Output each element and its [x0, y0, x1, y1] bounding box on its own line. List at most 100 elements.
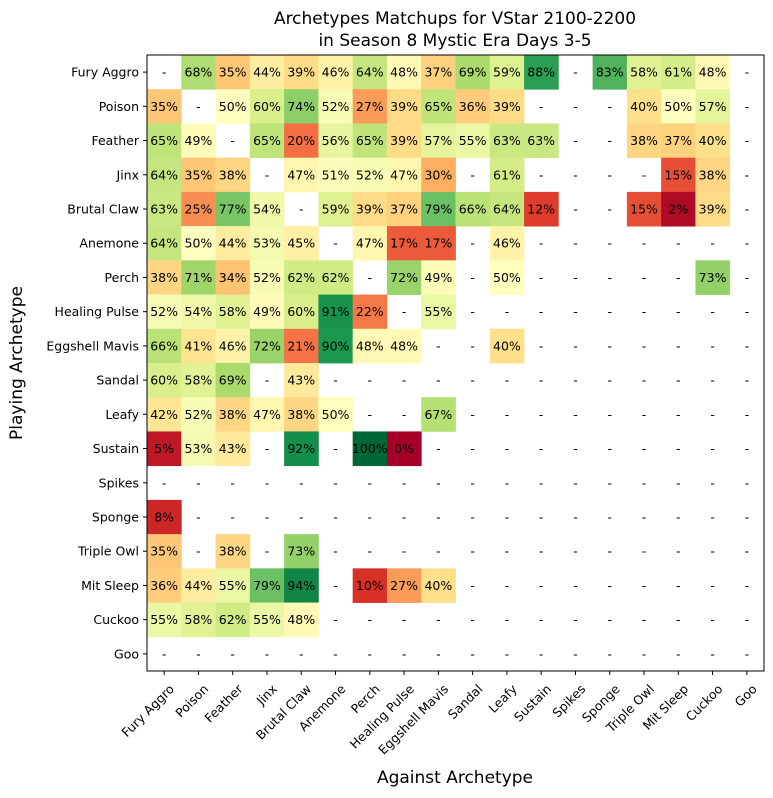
- heatmap-cell: [489, 260, 525, 295]
- cell-value-label: -: [333, 646, 338, 661]
- cell-value-label: -: [333, 612, 338, 627]
- heatmap-cell: [215, 157, 251, 193]
- cell-value-label: 72%: [253, 338, 281, 353]
- cell-value-label: -: [745, 167, 750, 182]
- cell-value-label: 44%: [253, 65, 281, 80]
- cell-value-label: 64%: [150, 167, 178, 182]
- heatmap-cell: [352, 294, 388, 330]
- cell-value-label: 38%: [150, 270, 178, 285]
- heatmap-cell: [215, 89, 251, 124]
- cell-value-label: 44%: [219, 236, 247, 251]
- heatmap-cell: [284, 226, 319, 261]
- cell-value-label: 79%: [253, 578, 281, 593]
- cell-value-label: 43%: [287, 373, 315, 388]
- cell-value-label: -: [573, 407, 578, 422]
- cell-value-label: -: [607, 133, 612, 148]
- cell-value-label: -: [436, 441, 441, 456]
- cell-value-label: -: [745, 338, 750, 353]
- cell-value-label: 17%: [390, 236, 418, 251]
- cell-value-label: -: [299, 202, 304, 217]
- heatmap-cell: [318, 89, 354, 124]
- cell-value-label: 39%: [390, 99, 418, 114]
- cell-value-label: -: [710, 373, 715, 388]
- cell-value-label: 48%: [287, 612, 315, 627]
- heatmap-cell: [421, 568, 456, 603]
- cell-value-label: 62%: [287, 270, 315, 285]
- cell-value-label: -: [402, 646, 407, 661]
- heatmap-cell: [386, 328, 422, 364]
- heatmap-cell: [181, 157, 216, 193]
- cell-value-label: -: [230, 475, 235, 490]
- heatmap-cell: [249, 191, 285, 227]
- cell-value-label: -: [368, 646, 373, 661]
- y-tick-label: Cuckoo: [93, 612, 139, 627]
- cell-value-label: 38%: [219, 544, 247, 559]
- cell-value-label: -: [402, 510, 407, 525]
- heatmap-cell: [386, 431, 422, 467]
- heatmap-cell: [386, 55, 422, 90]
- cell-value-label: -: [573, 167, 578, 182]
- cell-value-label: -: [573, 578, 578, 593]
- cell-value-label: -: [333, 236, 338, 251]
- cell-value-label: 63%: [493, 133, 521, 148]
- cell-value-label: -: [196, 544, 201, 559]
- cell-value-label: -: [470, 441, 475, 456]
- cell-value-label: -: [539, 475, 544, 490]
- cell-value-label: -: [607, 510, 612, 525]
- y-tick-label: Sponge: [92, 510, 139, 525]
- heatmap-cell: [181, 123, 216, 159]
- cell-value-label: 63%: [527, 133, 555, 148]
- heatmap-cell: [661, 157, 696, 193]
- heatmap-cell: [215, 363, 251, 398]
- cell-value-label: -: [642, 544, 647, 559]
- x-axis-label: Against Archetype: [377, 768, 533, 788]
- cell-value-label: 45%: [287, 236, 315, 251]
- heatmap-cell: [318, 191, 354, 227]
- cell-value-label: -: [607, 407, 612, 422]
- heatmap-cell: [386, 191, 422, 227]
- cell-value-label: -: [539, 441, 544, 456]
- cell-value-label: -: [402, 304, 407, 319]
- cell-value-label: -: [573, 304, 578, 319]
- cell-value-label: 37%: [664, 133, 692, 148]
- cell-value-label: 53%: [253, 236, 281, 251]
- cell-value-label: -: [642, 441, 647, 456]
- heatmap-cell: [181, 328, 216, 364]
- cell-value-label: -: [676, 270, 681, 285]
- cell-value-label: -: [505, 407, 510, 422]
- cell-value-label: 52%: [185, 407, 213, 422]
- cell-value-label: 62%: [219, 612, 247, 627]
- cell-value-label: 25%: [185, 202, 213, 217]
- heatmap-cell: [386, 157, 422, 193]
- cell-value-label: 49%: [185, 133, 213, 148]
- x-tick-label: Feather: [201, 681, 246, 726]
- cell-value-label: 37%: [424, 65, 452, 80]
- cell-value-label: 60%: [287, 304, 315, 319]
- cell-value-label: -: [402, 475, 407, 490]
- heatmap-cell: [215, 534, 251, 569]
- cell-value-label: 55%: [459, 133, 487, 148]
- cell-value-label: -: [196, 475, 201, 490]
- cell-value-label: -: [642, 407, 647, 422]
- cell-value-label: -: [745, 441, 750, 456]
- cell-value-label: -: [333, 578, 338, 593]
- cell-value-label: -: [505, 578, 510, 593]
- cell-value-label: -: [607, 304, 612, 319]
- heatmap-cell-labels: - 68% 35% 44% 39% 46% 64% 48% 37% 69% 59% 88% - 83% 58…: [150, 65, 749, 662]
- cell-value-label: -: [470, 304, 475, 319]
- x-tick-label: Sustain: [511, 681, 554, 724]
- heatmap-cell: [249, 55, 285, 90]
- cell-value-label: 61%: [493, 167, 521, 182]
- cell-value-label: -: [676, 304, 681, 319]
- cell-value-label: -: [607, 99, 612, 114]
- heatmap-cell: [626, 191, 662, 227]
- cell-value-label: -: [642, 167, 647, 182]
- heatmap-cell: [284, 294, 319, 330]
- heatmap-cell: [421, 89, 456, 124]
- cell-value-label: -: [539, 304, 544, 319]
- heatmap-cell: [284, 55, 319, 90]
- heatmap-cell: [318, 328, 354, 364]
- heatmap-cell: [352, 191, 388, 227]
- cell-value-label: -: [470, 236, 475, 251]
- plot-frame: [146, 54, 765, 672]
